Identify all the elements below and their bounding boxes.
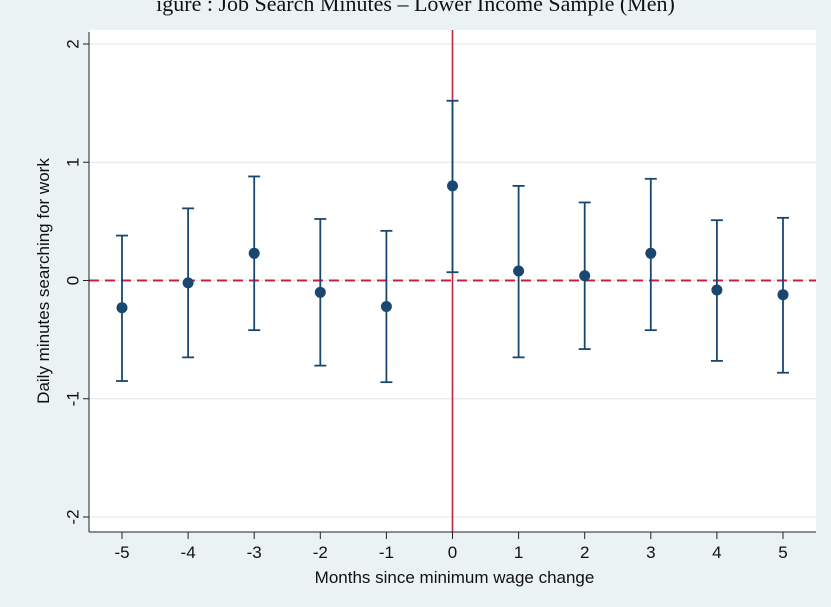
data-point-2 [248, 247, 260, 259]
y-axis: 2 1 0 -1 -2 [64, 32, 90, 532]
x-tick-label: -1 [379, 543, 394, 562]
x-tick-label: -3 [247, 543, 262, 562]
y-tick-label: -2 [64, 509, 83, 524]
data-point-8 [645, 247, 657, 259]
data-point-10 [777, 289, 789, 301]
x-tick-label: 4 [712, 543, 721, 562]
y-tick-label: 1 [64, 158, 83, 167]
y-tick-label: 2 [64, 39, 83, 48]
data-point-7 [579, 270, 591, 282]
x-tick-label: -2 [313, 543, 328, 562]
data-points [116, 180, 789, 314]
x-tick-label: 2 [580, 543, 589, 562]
y-tick-label: -1 [64, 391, 83, 406]
x-axis-title: Months since minimum wage change [315, 568, 595, 587]
y-tick-label: 0 [64, 276, 83, 285]
data-point-6 [513, 265, 525, 277]
x-tick-label: -5 [114, 543, 129, 562]
x-tick-label: 3 [646, 543, 655, 562]
data-point-3 [314, 286, 326, 298]
data-point-9 [711, 284, 723, 296]
data-point-5 [447, 180, 458, 192]
x-tick-label: 0 [448, 543, 457, 562]
x-axis: -5 -4 -3 -2 -1 0 1 2 3 4 5 [89, 531, 816, 562]
figure-caption: igure : Job Search Minutes – Lower Incom… [156, 0, 675, 16]
x-tick-label: 1 [514, 543, 523, 562]
x-tick-label: -4 [181, 543, 196, 562]
x-tick-label: 5 [778, 543, 787, 562]
y-axis-title: Daily minutes searching for work [34, 158, 53, 404]
data-point-1 [182, 277, 194, 289]
data-point-4 [380, 301, 392, 313]
data-point-0 [116, 302, 128, 314]
